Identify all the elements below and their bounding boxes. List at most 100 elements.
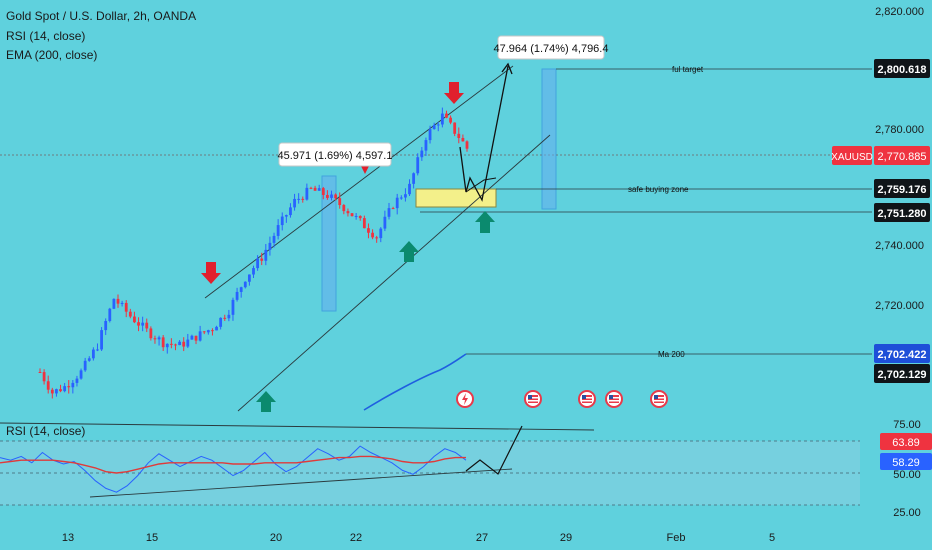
candle-up[interactable]	[243, 281, 247, 288]
candle-up[interactable]	[379, 228, 383, 239]
candle-up[interactable]	[317, 188, 321, 191]
candle-up[interactable]	[330, 194, 333, 198]
candle-down[interactable]	[182, 341, 186, 347]
candle-down[interactable]	[128, 311, 132, 317]
time-axis[interactable]: 13 15 20 22 27 29 Feb 5	[62, 532, 775, 544]
rsi-upper-trendline[interactable]	[0, 422, 595, 431]
candle-up[interactable]	[272, 235, 276, 243]
candle-down[interactable]	[342, 205, 346, 212]
candle-up[interactable]	[190, 335, 194, 340]
candle-down[interactable]	[133, 316, 136, 323]
rsi-projection-path[interactable]	[465, 425, 523, 475]
candle-down[interactable]	[50, 389, 54, 394]
candle-up[interactable]	[284, 215, 288, 217]
candle-down[interactable]	[161, 337, 165, 348]
candle-down[interactable]	[362, 218, 366, 229]
candle-up[interactable]	[239, 287, 243, 292]
candle-down[interactable]	[301, 198, 305, 200]
rsi-axis[interactable]: 75.00 50.00 25.00 63.89 58.29	[880, 419, 932, 519]
us-flag-event-icon[interactable]	[524, 390, 542, 408]
candle-down[interactable]	[445, 113, 448, 118]
candle-down[interactable]	[211, 330, 214, 332]
candle-up[interactable]	[264, 249, 268, 261]
candle-up[interactable]	[219, 317, 223, 327]
candle-down[interactable]	[461, 137, 465, 142]
candle-down[interactable]	[371, 232, 374, 238]
candle-down[interactable]	[326, 194, 329, 198]
price-axis[interactable]: 2,820.000 2,780.000 2,740.000 2,720.000 …	[831, 6, 930, 383]
ema-legend[interactable]: EMA (200, close)	[6, 48, 98, 62]
candle-up[interactable]	[247, 274, 251, 282]
rsi-pane-title[interactable]: RSI (14, close)	[6, 424, 86, 438]
candle-down[interactable]	[116, 298, 120, 304]
candle-up[interactable]	[198, 331, 202, 341]
candle-up[interactable]	[354, 215, 358, 217]
projection-path[interactable]	[459, 65, 509, 202]
candle-down[interactable]	[375, 237, 379, 239]
candle-down[interactable]	[202, 331, 206, 333]
us-flag-event-icon[interactable]	[605, 390, 623, 408]
candle-up[interactable]	[120, 302, 124, 304]
rsi-ma-line[interactable]	[0, 455, 466, 474]
candle-up[interactable]	[235, 291, 239, 300]
small-sell-arrow-icon[interactable]	[361, 166, 369, 174]
candle-up[interactable]	[108, 308, 112, 321]
candle-up[interactable]	[178, 341, 181, 346]
buy-arrow-icon[interactable]	[256, 391, 276, 412]
symbol-title[interactable]: Gold Spot / U.S. Dollar, 2h, OANDA	[6, 9, 197, 23]
candle-down[interactable]	[338, 198, 342, 206]
candle-down[interactable]	[321, 188, 325, 195]
candle-down[interactable]	[260, 258, 264, 261]
rsi-line[interactable]	[0, 445, 467, 493]
buy-arrow-icon[interactable]	[399, 241, 419, 262]
channel-upper-line[interactable]	[204, 65, 514, 299]
candle-down[interactable]	[465, 141, 469, 149]
candle-up[interactable]	[75, 378, 79, 383]
candle-down[interactable]	[391, 208, 395, 210]
candle-up[interactable]	[428, 129, 432, 141]
candle-down[interactable]	[174, 344, 177, 346]
candle-down[interactable]	[457, 133, 461, 138]
candle-down[interactable]	[145, 322, 149, 329]
candle-down[interactable]	[46, 381, 50, 390]
candle-up[interactable]	[112, 298, 116, 309]
candle-up[interactable]	[215, 326, 218, 331]
candle-up[interactable]	[87, 358, 91, 361]
candle-up[interactable]	[63, 386, 67, 392]
candle-up[interactable]	[252, 268, 255, 275]
candle-down[interactable]	[149, 328, 153, 339]
candle-up[interactable]	[55, 389, 58, 394]
candle-up[interactable]	[256, 258, 260, 269]
candle-up[interactable]	[404, 194, 407, 198]
candle-up[interactable]	[83, 360, 87, 371]
candle-down[interactable]	[358, 215, 362, 219]
sell-arrow-icon[interactable]	[444, 82, 464, 104]
measure-rect-1[interactable]	[321, 175, 337, 312]
candle-up[interactable]	[71, 382, 75, 388]
rsi-lower-trendline[interactable]	[89, 468, 513, 498]
candle-up[interactable]	[165, 343, 169, 348]
candle-up[interactable]	[206, 330, 210, 333]
candle-down[interactable]	[309, 187, 313, 189]
candle-up[interactable]	[231, 299, 235, 315]
us-flag-event-icon[interactable]	[650, 390, 668, 408]
candle-up[interactable]	[293, 198, 296, 208]
candle-up[interactable]	[440, 113, 444, 125]
rsi-legend[interactable]: RSI (14, close)	[6, 29, 86, 43]
channel-lower-line[interactable]	[237, 134, 551, 412]
ema-200-curve[interactable]	[363, 353, 467, 411]
candle-up[interactable]	[280, 216, 284, 226]
candle-down[interactable]	[59, 389, 62, 392]
candle-up[interactable]	[305, 187, 309, 200]
candle-down[interactable]	[194, 335, 198, 341]
candle-down[interactable]	[124, 302, 128, 312]
safe-buying-zone-box[interactable]	[415, 188, 497, 208]
candle-down[interactable]	[169, 343, 173, 345]
candle-up[interactable]	[297, 198, 301, 200]
candle-up[interactable]	[432, 125, 436, 130]
candle-up[interactable]	[289, 207, 292, 216]
candle-up[interactable]	[96, 349, 99, 351]
candle-up[interactable]	[227, 314, 231, 319]
candle-down[interactable]	[350, 213, 354, 217]
